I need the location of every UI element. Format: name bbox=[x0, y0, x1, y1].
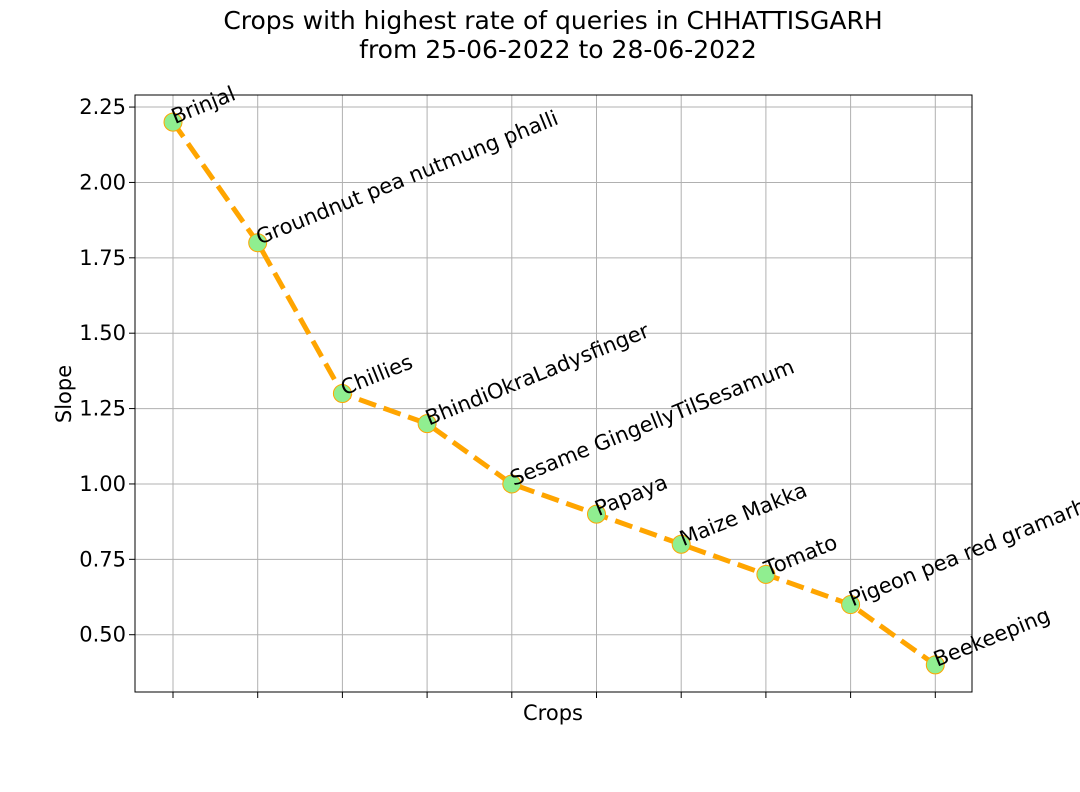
axes: 0.50 0.75 1.00 1.25 1.50 1.75 2.00 2.25 bbox=[79, 94, 973, 698]
y-tick-label: 2.00 bbox=[79, 170, 126, 194]
y-tick-label: 2.25 bbox=[79, 95, 126, 119]
y-tick-label: 0.75 bbox=[79, 547, 126, 571]
data-point-marker bbox=[163, 112, 183, 132]
data-point-marker bbox=[925, 655, 945, 675]
data-point-marker bbox=[502, 474, 522, 494]
y-axis-label: Slope bbox=[52, 365, 76, 423]
grid bbox=[135, 95, 972, 692]
point-labels: Brinjal Groundnut pea nutmung phalli Chill… bbox=[168, 82, 1080, 672]
data-point-marker bbox=[332, 384, 352, 403]
y-tick-label: 1.00 bbox=[79, 472, 126, 496]
plot-frame bbox=[134, 94, 973, 693]
y-tick-label: 1.75 bbox=[79, 246, 126, 270]
data-point-marker bbox=[671, 534, 691, 554]
data-point-label: Papaya bbox=[591, 470, 671, 521]
data-point-label: Maize Makka bbox=[676, 478, 810, 551]
data-point-label: Tomato bbox=[760, 530, 841, 581]
data-point-marker bbox=[417, 414, 437, 434]
data-point-marker bbox=[587, 504, 606, 524]
series-polyline bbox=[170, 120, 937, 667]
data-point-label: Beekeeping bbox=[930, 603, 1053, 671]
data-point-label: BhindiOkraLadysfinger bbox=[422, 318, 653, 430]
data-point-marker bbox=[841, 595, 861, 615]
data-point-marker bbox=[756, 564, 776, 584]
x-axis-label: Crops bbox=[523, 701, 583, 725]
y-tick-label: 1.50 bbox=[79, 321, 126, 345]
chart-title-line1: Crops with highest rate of queries in CH… bbox=[223, 6, 882, 35]
y-tick-label: 1.25 bbox=[79, 397, 126, 421]
data-point-label: Pigeon pea red gramarhar bbox=[845, 486, 1080, 611]
y-tick-label: 0.50 bbox=[79, 623, 126, 647]
data-point-marker bbox=[248, 233, 268, 253]
data-point-label: Chillies bbox=[337, 350, 416, 400]
data-points bbox=[163, 112, 945, 675]
data-point-label: Groundnut pea nutmung phalli bbox=[253, 106, 562, 249]
data-point-label: Brinjal bbox=[168, 82, 239, 129]
chart-title-line2: from 25-06-2022 to 28-06-2022 bbox=[359, 35, 757, 64]
series-line bbox=[170, 120, 937, 667]
